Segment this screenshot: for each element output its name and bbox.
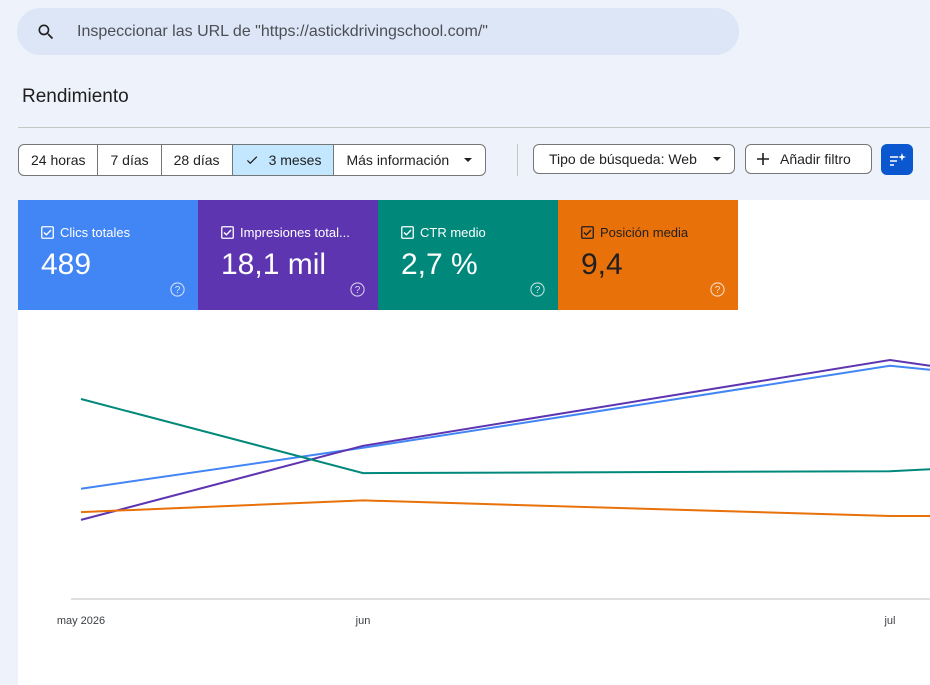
search-type-dropdown[interactable]: Tipo de búsqueda: Web bbox=[533, 144, 735, 174]
x-tick-label: jul bbox=[883, 615, 895, 627]
help-icon[interactable]: ? bbox=[530, 282, 545, 297]
ai-filter-button[interactable] bbox=[881, 144, 913, 175]
date-range-selector: 24 horas 7 días 28 días 3 meses Más info… bbox=[18, 144, 487, 176]
series-line-1 bbox=[80, 358, 930, 521]
metric-label: Impresiones total... bbox=[240, 225, 350, 240]
metric-value: 18,1 mil bbox=[221, 248, 327, 281]
caret-down-icon bbox=[712, 154, 722, 164]
add-filter-label: Añadir filtro bbox=[780, 151, 851, 167]
checkbox-checked-icon[interactable] bbox=[41, 226, 54, 239]
add-filter-button[interactable]: Añadir filtro bbox=[745, 144, 872, 174]
metric-label: CTR medio bbox=[420, 225, 486, 240]
performance-panel: Clics totales 489 ? Impresiones total...… bbox=[18, 200, 930, 685]
check-icon bbox=[245, 153, 259, 167]
search-input[interactable] bbox=[75, 21, 679, 42]
help-icon[interactable]: ? bbox=[710, 282, 725, 297]
range-label: 28 días bbox=[173, 152, 220, 168]
metric-label: Posición media bbox=[600, 225, 689, 240]
checkbox-checked-icon[interactable] bbox=[581, 226, 594, 239]
filter-sparkle-icon bbox=[888, 151, 906, 169]
range-28d-button[interactable]: 28 días bbox=[162, 145, 233, 175]
range-label: Más información bbox=[346, 152, 450, 168]
help-icon[interactable]: ? bbox=[170, 282, 185, 297]
checkbox-checked-icon[interactable] bbox=[221, 226, 234, 239]
metric-card-ctr[interactable]: CTR medio 2,7 % ? bbox=[378, 200, 558, 310]
metric-card-clicks[interactable]: Clics totales 489 ? bbox=[18, 200, 198, 310]
checkbox-checked-icon[interactable] bbox=[401, 226, 414, 239]
series-line-3 bbox=[80, 499, 930, 517]
toolbar-separator bbox=[517, 144, 518, 176]
metric-card-position[interactable]: Posición media 9,4 ? bbox=[558, 200, 738, 310]
series-line-2 bbox=[80, 398, 930, 475]
metric-card-impressions[interactable]: Impresiones total... 18,1 mil ? bbox=[198, 200, 378, 310]
range-7d-button[interactable]: 7 días bbox=[98, 145, 162, 175]
more-info-dropdown[interactable]: Más información bbox=[334, 145, 485, 175]
metric-cards: Clics totales 489 ? Impresiones total...… bbox=[18, 200, 738, 310]
metric-value: 2,7 % bbox=[401, 248, 478, 281]
range-label: 7 días bbox=[110, 152, 149, 168]
divider bbox=[18, 127, 930, 128]
range-3m-button[interactable]: 3 meses bbox=[232, 145, 335, 175]
search-bar[interactable] bbox=[17, 8, 739, 55]
search-icon bbox=[35, 21, 57, 43]
caret-down-icon bbox=[463, 155, 473, 165]
svg-text:?: ? bbox=[535, 285, 541, 296]
metric-label: Clics totales bbox=[60, 225, 131, 240]
search-type-label: Tipo de búsqueda: Web bbox=[549, 151, 697, 167]
performance-chart: may 2026 jun jul bbox=[57, 358, 930, 627]
range-24h-button[interactable]: 24 horas bbox=[19, 145, 99, 175]
svg-text:?: ? bbox=[715, 285, 721, 296]
metric-value: 9,4 bbox=[581, 248, 623, 281]
help-icon[interactable]: ? bbox=[350, 282, 365, 297]
page-title: Rendimiento bbox=[22, 86, 129, 107]
x-tick-label: jun bbox=[355, 615, 371, 627]
x-tick-label: may 2026 bbox=[57, 615, 105, 627]
plus-icon bbox=[756, 152, 770, 166]
svg-text:?: ? bbox=[355, 285, 361, 296]
metric-value: 489 bbox=[41, 248, 92, 281]
range-label: 3 meses bbox=[268, 152, 322, 168]
series-line-0 bbox=[80, 364, 930, 490]
svg-text:?: ? bbox=[175, 285, 181, 296]
range-label: 24 horas bbox=[31, 152, 86, 168]
